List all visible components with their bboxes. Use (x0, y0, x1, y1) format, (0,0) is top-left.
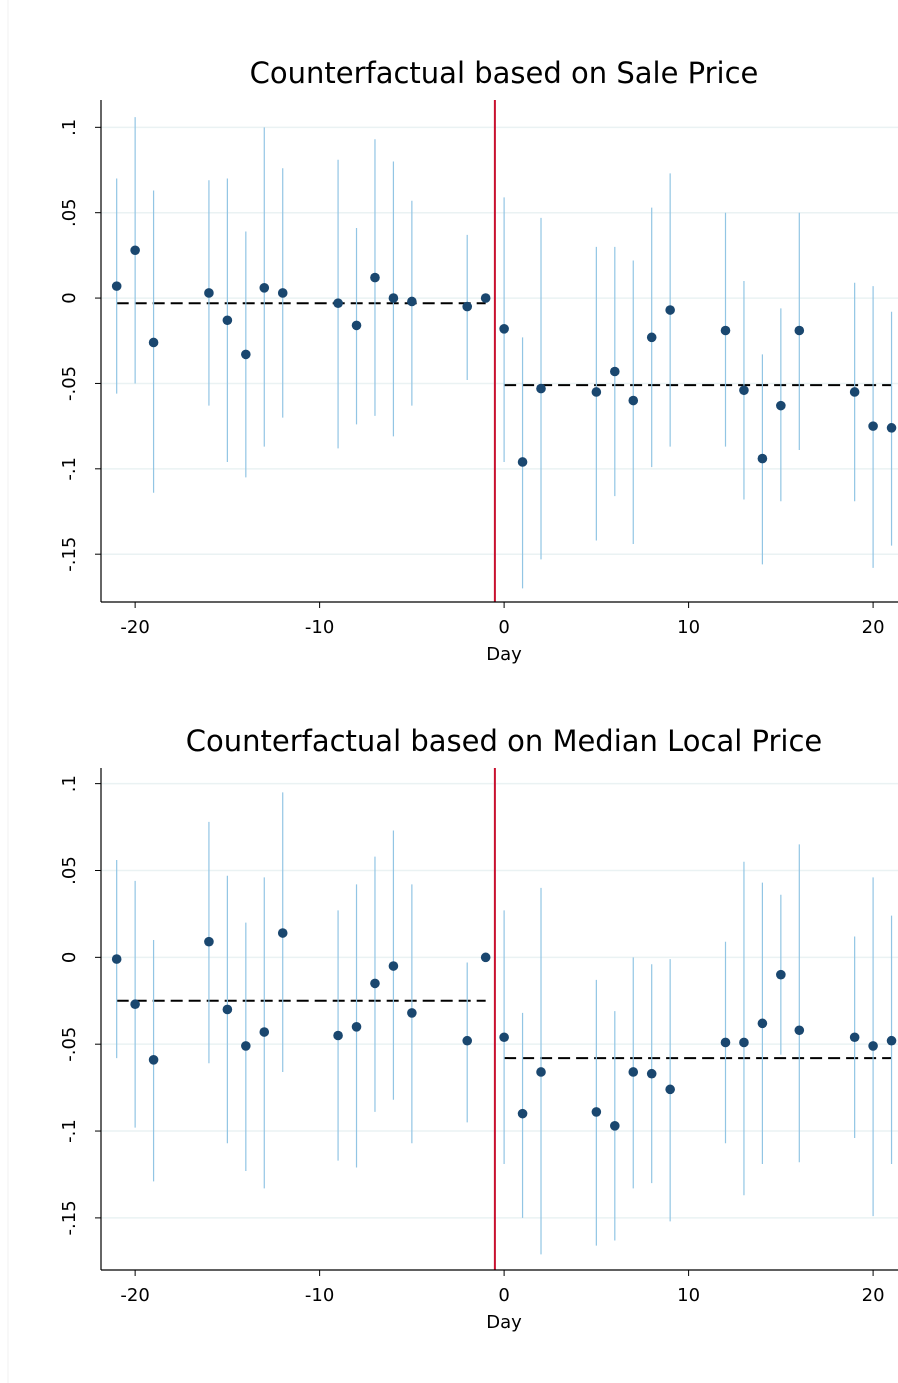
y-tick-label: -.15 (59, 537, 80, 572)
x-tick-label: -20 (120, 1285, 149, 1306)
point (204, 936, 214, 947)
point (794, 325, 805, 336)
y-tick-label: -.05 (59, 1027, 80, 1062)
point (868, 1041, 878, 1051)
point (665, 305, 675, 315)
x-tick-label: 10 (677, 617, 700, 638)
point (646, 1068, 657, 1079)
point (868, 421, 878, 431)
point (480, 952, 491, 963)
y-tick-label: -.1 (59, 457, 80, 481)
point (462, 301, 473, 312)
point (130, 245, 140, 256)
point (646, 332, 657, 343)
point (886, 1035, 897, 1046)
point (517, 457, 528, 467)
y-tick-label: -.15 (59, 1200, 80, 1235)
x-tick-label: 20 (862, 1285, 885, 1306)
x-tick-label: 20 (862, 617, 885, 638)
point (222, 315, 233, 326)
chart-title: Counterfactual based on Median Local Pri… (186, 724, 823, 758)
x-tick-label: -20 (120, 617, 149, 638)
point (610, 1121, 620, 1131)
point (351, 320, 362, 331)
point (591, 1107, 602, 1117)
point (407, 1008, 417, 1018)
point (277, 288, 288, 298)
point (849, 1032, 860, 1043)
point (222, 1004, 233, 1015)
point (407, 296, 417, 307)
y-tick-label: -.05 (59, 366, 80, 401)
x-axis-label: Day (486, 1312, 522, 1333)
point (794, 1025, 805, 1036)
y-tick-label: 0 (59, 952, 80, 963)
point (739, 1037, 749, 1048)
x-tick-label: -10 (305, 617, 334, 638)
point (241, 349, 251, 360)
point (333, 298, 343, 308)
point (739, 385, 749, 396)
point (776, 400, 786, 411)
point (536, 1067, 546, 1077)
point (610, 366, 620, 377)
point (757, 1018, 768, 1029)
point (628, 395, 639, 406)
point (499, 1032, 509, 1043)
point (148, 337, 159, 348)
point (204, 288, 214, 298)
y-tick-label: .1 (59, 119, 80, 136)
point (536, 383, 546, 394)
point (499, 324, 509, 334)
y-tick-label: .05 (59, 856, 80, 885)
point (720, 325, 731, 336)
point (148, 1055, 159, 1065)
y-tick-label: .05 (59, 198, 80, 227)
x-tick-label: -10 (305, 1285, 334, 1306)
y-tick-label: .1 (59, 775, 80, 792)
point (370, 978, 380, 989)
chart-title: Counterfactual based on Sale Price (250, 56, 759, 90)
point (628, 1067, 639, 1077)
point (591, 387, 602, 397)
point (130, 999, 140, 1010)
point (388, 293, 399, 303)
point (111, 954, 122, 964)
point (259, 1027, 270, 1037)
x-tick-label: 0 (498, 1285, 509, 1306)
point (241, 1041, 251, 1051)
point (517, 1108, 528, 1119)
point (277, 928, 288, 938)
point (480, 293, 491, 303)
x-axis-label: Day (486, 644, 522, 665)
point (757, 453, 768, 464)
x-tick-label: 10 (677, 1285, 700, 1306)
point (388, 961, 399, 971)
y-tick-label: -.1 (59, 1119, 80, 1143)
point (849, 387, 860, 397)
point (776, 969, 786, 980)
y-tick-label: 0 (59, 292, 80, 303)
point (720, 1037, 731, 1048)
x-tick-label: 0 (498, 617, 509, 638)
point (333, 1030, 343, 1041)
point (665, 1084, 675, 1095)
point (259, 283, 270, 293)
point (886, 423, 897, 433)
point (111, 281, 122, 291)
point (370, 272, 380, 283)
point (351, 1022, 362, 1032)
point (462, 1035, 473, 1046)
